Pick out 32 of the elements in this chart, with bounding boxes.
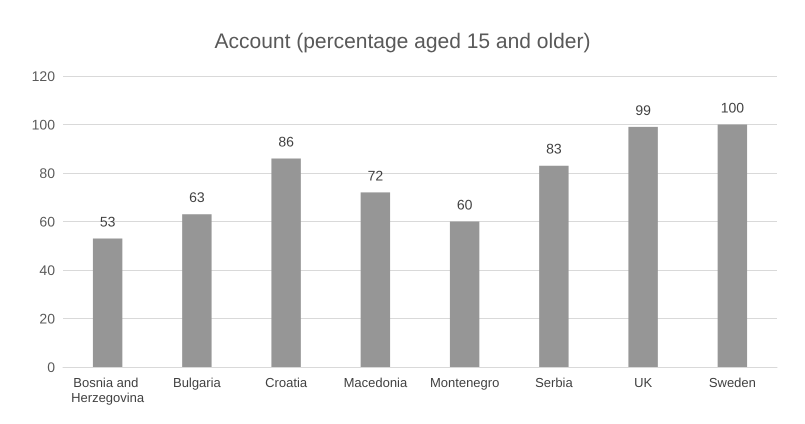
data-label: 53 [100,213,116,230]
x-tick-label: Bulgaria [173,375,222,390]
data-label: 99 [635,102,652,118]
x-tick-label: Sweden [708,375,756,390]
bar [539,166,569,367]
y-tick-label: 0 [47,359,56,375]
x-tick-label: Montenegro [430,375,500,390]
bar [628,126,658,367]
data-label: 100 [720,100,744,116]
x-tick-label: Bosnia and Herzegovina [71,375,145,405]
data-label: 60 [456,196,473,212]
x-tick-label: Serbia [535,375,574,390]
data-label: 83 [546,140,562,157]
x-tick-label: Croatia [265,375,308,390]
data-label: 72 [368,167,384,184]
bar [450,222,480,367]
x-tick-label: Macedonia [344,375,408,390]
y-tick-label: 20 [39,310,56,326]
data-label: 63 [189,189,205,206]
y-tick-label: 40 [39,262,56,278]
data-label: 86 [278,133,294,150]
bar [271,158,301,367]
y-tick-label: 80 [39,165,56,181]
bar [360,192,390,367]
bar [718,124,748,367]
bar [182,214,212,367]
bar [92,238,122,367]
y-tick-label: 100 [32,116,56,132]
x-tick-label: UK [634,375,652,390]
y-tick-label: 120 [32,68,56,84]
y-tick-label: 60 [39,214,56,230]
chart-title: Account (percentage aged 15 and older) [214,30,590,53]
